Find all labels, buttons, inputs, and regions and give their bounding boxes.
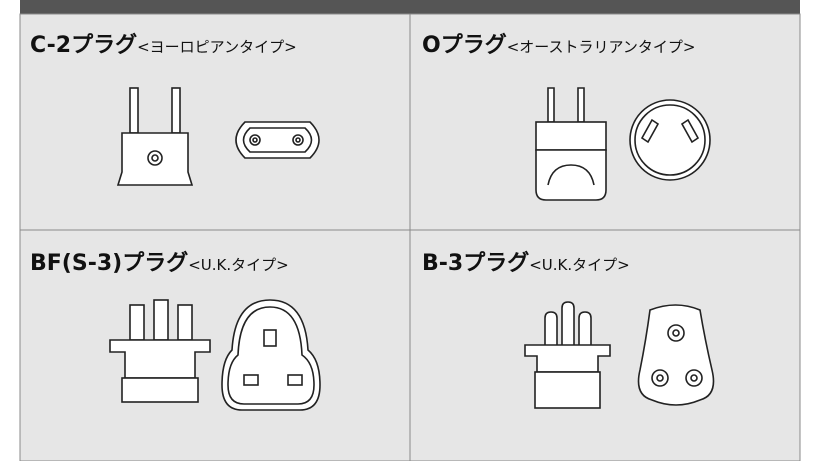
plug-type: <ヨーロピアンタイプ>	[137, 38, 297, 56]
plug-illustration	[109, 299, 321, 411]
plug-illustration	[524, 301, 715, 409]
cell-title: B-3プラグ<U.K.タイプ>	[422, 250, 630, 276]
plug-illustration	[116, 87, 320, 186]
plug-type: <オーストラリアンタイプ>	[507, 38, 696, 56]
plug-type: <U.K.タイプ>	[529, 256, 630, 274]
cell-title: BF(S-3)プラグ<U.K.タイプ>	[30, 250, 289, 276]
cell-title: C-2プラグ<ヨーロピアンタイプ>	[30, 32, 297, 58]
header-bar	[20, 0, 800, 14]
plug-name: B-3プラグ	[422, 250, 529, 276]
plug-name: Oプラグ	[422, 32, 507, 58]
plug-type: <U.K.タイプ>	[188, 256, 289, 274]
plug-illustration	[535, 87, 711, 201]
plug-name: BF(S-3)プラグ	[30, 250, 188, 276]
plug-name: C-2プラグ	[30, 32, 137, 58]
cell-title: Oプラグ<オーストラリアンタイプ>	[422, 32, 696, 58]
